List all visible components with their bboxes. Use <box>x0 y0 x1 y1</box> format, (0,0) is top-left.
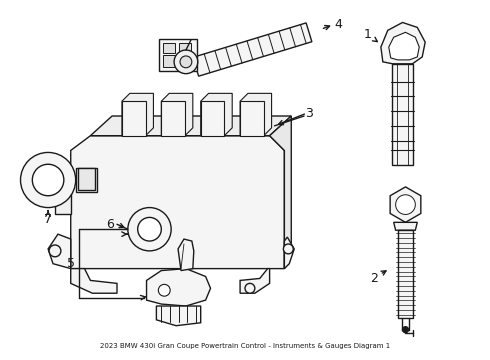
Circle shape <box>245 283 255 293</box>
Polygon shape <box>270 116 291 269</box>
Circle shape <box>180 56 192 68</box>
Text: 2023 BMW 430i Gran Coupe Powertrain Control - Instruments & Gauges Diagram 1: 2023 BMW 430i Gran Coupe Powertrain Cont… <box>100 343 390 349</box>
Polygon shape <box>71 136 284 269</box>
Polygon shape <box>75 168 98 192</box>
Polygon shape <box>91 116 291 136</box>
Text: 7: 7 <box>44 213 52 226</box>
Bar <box>163 55 175 67</box>
Polygon shape <box>161 101 185 136</box>
Polygon shape <box>390 187 421 222</box>
Circle shape <box>283 244 293 254</box>
Polygon shape <box>201 93 232 136</box>
Text: 2: 2 <box>370 272 378 285</box>
Polygon shape <box>161 93 193 136</box>
Text: 3: 3 <box>305 107 313 120</box>
Polygon shape <box>284 237 294 269</box>
Polygon shape <box>147 269 211 306</box>
Bar <box>159 39 197 71</box>
Polygon shape <box>55 190 71 215</box>
Polygon shape <box>240 93 271 136</box>
Text: 1: 1 <box>364 28 372 41</box>
Bar <box>397 230 414 318</box>
Polygon shape <box>48 234 71 269</box>
Polygon shape <box>240 101 264 136</box>
Polygon shape <box>193 23 312 76</box>
Circle shape <box>138 217 161 241</box>
Circle shape <box>174 50 198 74</box>
Polygon shape <box>71 269 117 293</box>
Circle shape <box>128 208 171 251</box>
Polygon shape <box>240 269 270 293</box>
Circle shape <box>395 195 416 215</box>
Polygon shape <box>178 239 194 271</box>
Polygon shape <box>122 101 146 136</box>
Bar <box>179 55 191 67</box>
Polygon shape <box>381 22 425 64</box>
Text: 5: 5 <box>67 257 75 270</box>
Polygon shape <box>389 32 419 60</box>
Text: 4: 4 <box>335 18 343 31</box>
Bar <box>392 64 414 165</box>
Text: 6: 6 <box>106 218 114 231</box>
Bar <box>179 43 191 53</box>
Circle shape <box>49 245 61 257</box>
Bar <box>77 168 96 190</box>
Circle shape <box>158 284 170 296</box>
Polygon shape <box>122 93 153 136</box>
Polygon shape <box>201 101 224 136</box>
Bar <box>163 43 175 53</box>
Circle shape <box>32 164 64 196</box>
Circle shape <box>402 327 409 333</box>
Polygon shape <box>156 306 201 326</box>
Polygon shape <box>393 222 417 230</box>
Circle shape <box>21 152 75 208</box>
